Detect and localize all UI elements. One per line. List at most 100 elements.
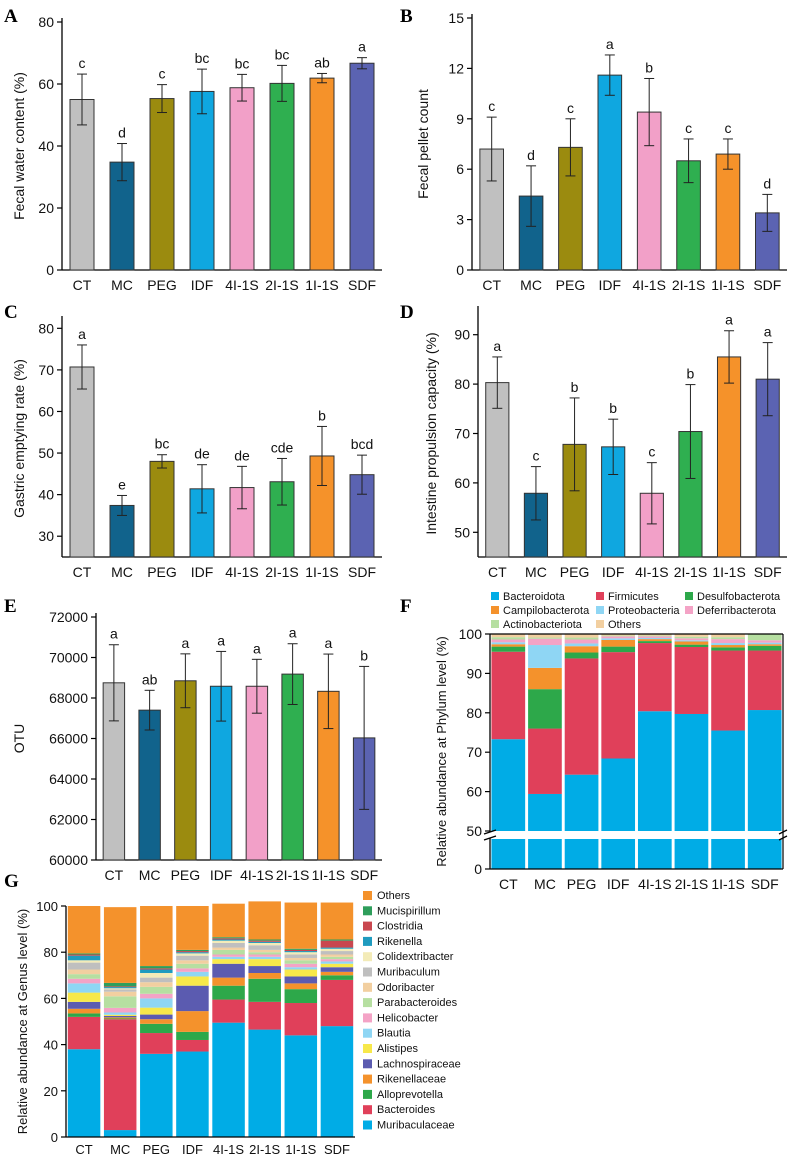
bar-segment-Actinobacteriota (491, 637, 526, 640)
significance-letter: ab (142, 671, 158, 687)
legend-swatch (363, 1044, 372, 1053)
bar-2I-1S (269, 82, 295, 271)
bar-segment-Muribaculum (67, 962, 101, 970)
bar-SDF (349, 62, 375, 271)
legend-entry: Colidextribacter (377, 951, 454, 963)
legend-entry: Bacteroidota (503, 591, 566, 603)
legend-entry: Alistipes (377, 1043, 418, 1055)
bar-segment-Alistipes (103, 1014, 137, 1016)
significance-letter: bc (155, 436, 170, 452)
bar-segment-Colidextribacter (140, 972, 173, 978)
bar-segment-Deferribacterota (637, 636, 672, 638)
y-axis-label: Relative abundance at Genus level (%) (15, 909, 30, 1134)
bar-segment-lower (711, 839, 745, 869)
bar-segment-Rikenellaceae (67, 1008, 101, 1014)
x-tick-label: CT (499, 876, 518, 892)
x-tick-label: SDF (350, 867, 378, 883)
bar-segment-Bacteroidota (564, 774, 599, 831)
bar-segment-Others (67, 906, 101, 954)
bar-segment-Alistipes (212, 959, 245, 964)
x-tick-label: SDF (754, 564, 782, 580)
x-tick-label: MC (525, 564, 547, 580)
x-tick-label: PEG (147, 277, 177, 293)
x-tick-label: SDF (753, 277, 781, 293)
x-tick-label: CT (75, 1142, 92, 1157)
bar-segment-Colidextribacter (103, 988, 137, 990)
significance-letter: cde (271, 439, 294, 455)
bar-segment-Lachnospiraceae (67, 1001, 101, 1009)
bar-segment-Rikenella (248, 941, 281, 943)
x-tick-label: 1I-1S (305, 564, 338, 580)
y-tick-label: 100 (36, 899, 58, 914)
bar-segment-Colidextribacter (284, 952, 318, 955)
bar-segment-Campilobacterota (564, 646, 599, 653)
legend-swatch (363, 967, 372, 977)
bar-segment-Others (564, 634, 599, 638)
legend-swatch (363, 998, 372, 1008)
bar-segment-Others (284, 902, 318, 949)
bar-segment-Clostridia (248, 940, 281, 942)
y-tick-label: 60 (38, 76, 54, 92)
x-tick-label: CT (482, 277, 501, 293)
y-axis-label: Relative abundance at Phylum level (%) (434, 636, 449, 867)
bar-segment-Odoribacter (248, 949, 281, 953)
bar-segment-Campilobacterota (528, 667, 562, 690)
bar-segment-Muribaculaceae (320, 1026, 354, 1137)
bar-segment-Rikenellaceae (140, 1019, 173, 1024)
y-tick-label: 0 (474, 861, 482, 877)
bar-segment-Blautia (140, 998, 173, 1008)
significance-letter: b (687, 366, 695, 382)
panel-label: G (4, 871, 19, 892)
bar-segment-Others (491, 634, 526, 638)
y-tick-label: 40 (38, 487, 54, 503)
bar-segment-Proteobacteria (528, 645, 562, 668)
bar-segment-Helicobacter (140, 993, 173, 999)
bar-segment-Actinobacteriota (564, 637, 599, 640)
bar-segment-Rikenella (103, 987, 137, 989)
panel-F: F Bacteroidota Firmicutes Desulfobacterota C… (400, 591, 788, 892)
legend-swatch (363, 1074, 372, 1084)
bar-segment-Campilobacterota (711, 645, 745, 648)
bar-segment-Bacteroides (140, 1033, 173, 1054)
bar-segment-Deferribacterota (601, 636, 636, 639)
y-tick-label: 40 (38, 138, 54, 154)
x-tick-label: 2I-1S (249, 1142, 280, 1157)
significance-letter: ab (314, 54, 330, 70)
bar-segment-Proteobacteria (637, 637, 672, 640)
bar-segment-Rikenellaceae (248, 972, 281, 979)
significance-letter: de (234, 447, 250, 463)
significance-letter: a (253, 640, 261, 656)
y-tick-label: 6 (456, 161, 464, 177)
significance-letter: bc (275, 46, 290, 62)
bar-segment-Blautia (103, 1012, 137, 1015)
y-tick-label: 70 (454, 426, 470, 442)
bar-segment-Colidextribacter (176, 953, 209, 956)
legend-swatch (363, 1089, 372, 1099)
bar-segment-Firmicutes (747, 650, 782, 711)
bar-segment-Rikenellaceae (103, 1017, 137, 1019)
bar-segment-Muribaculum (212, 942, 245, 948)
bar-segment-Others (674, 634, 709, 637)
bar-segment-Desulfobacterota (491, 646, 526, 652)
legend-entry: Others (608, 619, 642, 631)
bar-segment-Odoribacter (176, 960, 209, 964)
bar-segment-Blautia (176, 971, 209, 977)
y-tick-label: 70000 (49, 650, 88, 666)
bar-segment-Muribaculaceae (176, 1051, 209, 1137)
bar-segment-lower (674, 839, 709, 869)
bar-segment-Campilobacterota (637, 639, 672, 642)
bar-segment-Helicobacter (176, 968, 209, 972)
legend-entry: Deferribacterota (697, 605, 777, 617)
bar-segment-Colidextribacter (67, 960, 101, 963)
bar-segment-Clostridia (284, 949, 318, 952)
y-tick-label: 100 (459, 626, 483, 642)
bar-segment-Lachnospiraceae (103, 1015, 137, 1018)
x-tick-label: 1I-1S (711, 876, 744, 892)
bar-segment-Deferribacterota (528, 638, 562, 646)
x-tick-label: IDF (599, 277, 622, 293)
y-tick-label: 60 (454, 475, 470, 491)
legend-swatch (363, 1120, 372, 1130)
significance-letter: a (289, 625, 297, 641)
bar-segment-Rikenella (176, 952, 209, 954)
x-tick-label: 2I-1S (674, 564, 707, 580)
